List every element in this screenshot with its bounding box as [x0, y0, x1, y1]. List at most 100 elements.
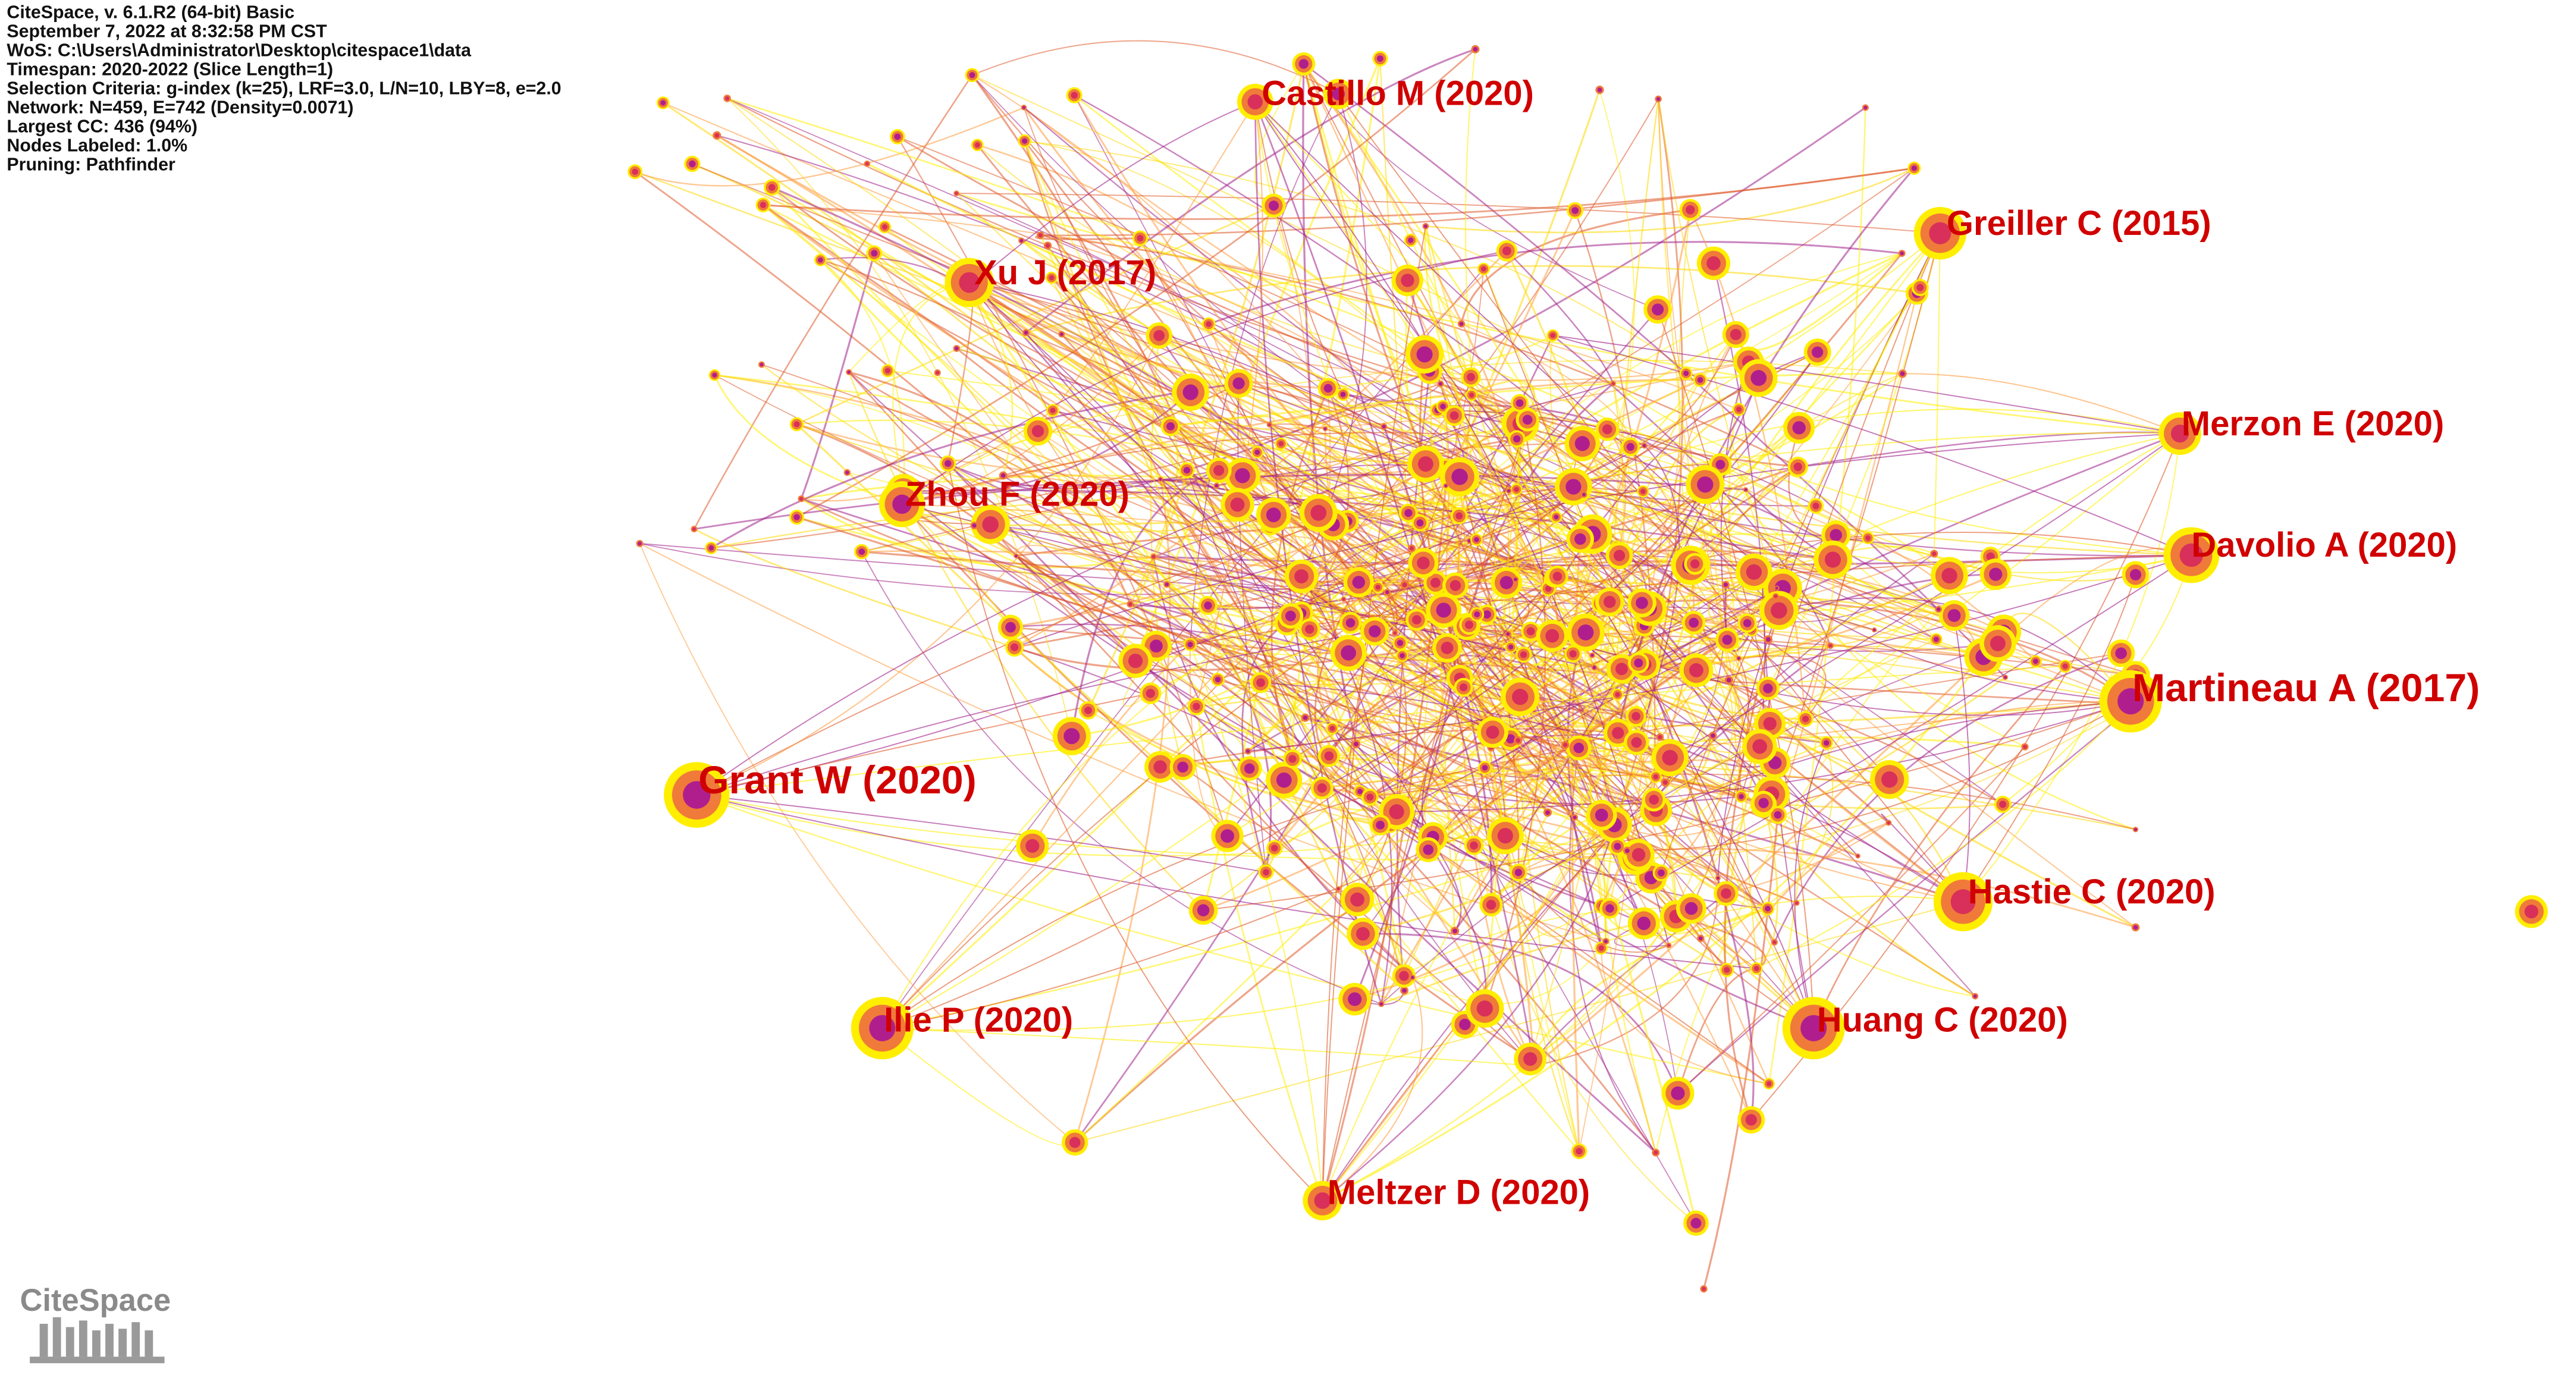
- node-core: [1038, 233, 1043, 238]
- header: CiteSpace, v. 6.1.R2 (64-bit) BasicSepte…: [7, 2, 561, 174]
- node-core: [1323, 427, 1327, 431]
- node-core: [1582, 492, 1586, 497]
- node-core: [1752, 739, 1767, 754]
- edge: [1423, 354, 1827, 744]
- edge: [1314, 582, 1361, 793]
- node-core: [1399, 971, 1409, 981]
- edge: [1130, 533, 1593, 610]
- logo-bar: [118, 1329, 127, 1357]
- node-core: [1050, 407, 1056, 413]
- node-core: [1715, 460, 1725, 470]
- node-core: [1763, 683, 1773, 693]
- node-core: [1656, 97, 1661, 101]
- node-core: [793, 514, 800, 520]
- node-core: [1597, 87, 1602, 93]
- node-core: [1750, 370, 1767, 386]
- node-core: [1159, 478, 1162, 481]
- edge: [696, 383, 1614, 796]
- edge: [1322, 563, 1696, 1201]
- edge: [1322, 762, 1776, 1201]
- node-core: [692, 527, 696, 531]
- node-core: [1166, 422, 1175, 431]
- node-core: [1278, 441, 1284, 447]
- node-core: [1341, 645, 1356, 661]
- node-label: Xu J (2017): [974, 254, 1156, 292]
- edge: [1037, 101, 1256, 432]
- node-core: [1305, 624, 1314, 634]
- header-line: Selection Criteria: g-index (k=25), LRF=…: [7, 79, 561, 99]
- header-line: WoS: C:\Users\Administrator\Desktop\cite…: [7, 40, 472, 60]
- node-core: [683, 781, 711, 809]
- node-core: [1404, 508, 1413, 517]
- node-core: [1649, 795, 1659, 805]
- node-core: [1466, 373, 1475, 382]
- edge: [693, 74, 973, 530]
- node-core: [1063, 728, 1080, 745]
- node-core: [1031, 425, 1044, 438]
- edge: [1458, 489, 1833, 561]
- edge: [1469, 445, 1645, 542]
- logo-base: [30, 1357, 165, 1364]
- edge: [1534, 878, 1719, 1067]
- node-core: [1417, 556, 1430, 570]
- node-core: [945, 460, 952, 467]
- edge: [1520, 433, 2180, 698]
- edge: [1153, 556, 1413, 978]
- node-label: Hastie C (2020): [1968, 873, 2216, 911]
- node-core: [1298, 59, 1309, 69]
- node-core: [1324, 751, 1334, 761]
- node-core: [969, 72, 975, 79]
- edge: [1517, 872, 1611, 937]
- edge: [881, 268, 1485, 1029]
- node-label: Ilie P (2020): [884, 1001, 1073, 1039]
- edge: [901, 391, 1191, 505]
- node-core: [1573, 815, 1577, 820]
- node-core: [1310, 504, 1327, 521]
- labels: Castillo M (2020) Greiller C (2015) Xu J (…: [698, 75, 2480, 1212]
- edge: [1269, 404, 1438, 426]
- node-core: [725, 96, 730, 101]
- node-core: [1662, 780, 1668, 785]
- node-core: [1522, 415, 1533, 425]
- node-core: [1881, 771, 1898, 788]
- node-core: [1900, 251, 1904, 256]
- node-core: [1385, 590, 1389, 594]
- edge: [1024, 140, 1396, 634]
- node-core: [1545, 810, 1550, 815]
- node-core: [1317, 783, 1327, 793]
- node-core: [1631, 712, 1640, 721]
- node-core: [1592, 666, 1596, 670]
- edge: [1190, 554, 2192, 645]
- edge: [1725, 822, 1889, 894]
- node-core: [1269, 200, 1279, 211]
- node-core: [1684, 902, 1698, 915]
- node-core: [1213, 464, 1225, 476]
- node-core: [1767, 1081, 1772, 1087]
- node-core: [1947, 609, 1961, 622]
- node-core: [1473, 46, 1478, 52]
- node-label: Meltzer D (2020): [1328, 1173, 1590, 1211]
- node-core: [1671, 1086, 1685, 1100]
- node-core: [1520, 651, 1527, 658]
- node-core: [1973, 994, 1977, 999]
- node-core: [1634, 658, 1643, 668]
- node-core: [1916, 284, 1924, 291]
- node-core: [1990, 636, 2006, 651]
- node-core: [1379, 1002, 1383, 1006]
- edge: [801, 498, 1154, 569]
- node-core: [1774, 594, 1778, 598]
- node-core: [884, 368, 891, 373]
- edge: [1812, 666, 2066, 1029]
- edge: [1435, 578, 1954, 617]
- node-core: [1573, 742, 1584, 754]
- node-core: [894, 133, 901, 140]
- node-core: [1464, 620, 1474, 629]
- node-core: [1765, 637, 1771, 642]
- node-core: [1604, 595, 1616, 608]
- edge: [1025, 265, 1918, 334]
- node-core: [881, 224, 888, 230]
- node-core: [1753, 965, 1759, 971]
- node-core: [1294, 569, 1309, 583]
- node-core: [1795, 901, 1799, 905]
